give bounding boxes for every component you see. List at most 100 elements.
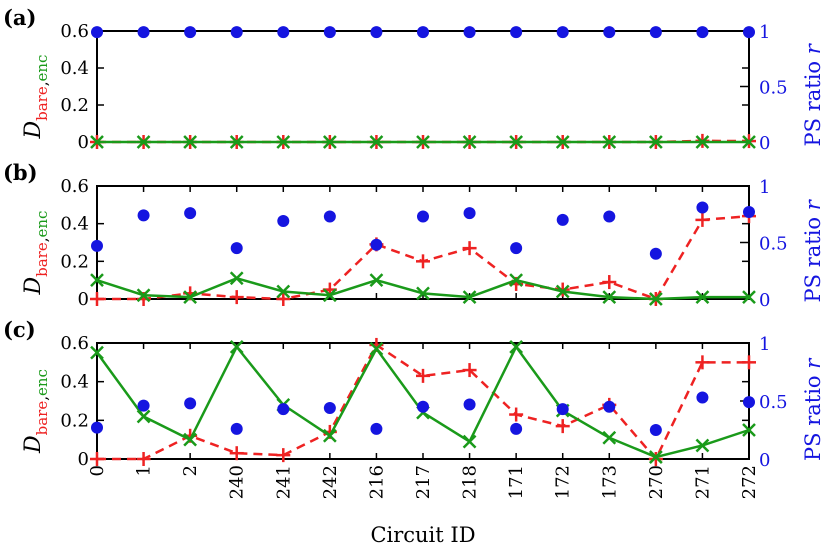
left-tick-label: 0.4	[60, 372, 89, 393]
point-stroke	[602, 430, 617, 445]
point-enc	[648, 450, 663, 464]
point-enc	[695, 290, 710, 305]
point-enc	[602, 430, 617, 445]
left-axis-label-sub-bare: bare	[33, 86, 51, 121]
point-enc	[136, 288, 151, 303]
point-enc	[462, 290, 477, 305]
x-tick-label: 242	[320, 465, 341, 499]
point-bare	[648, 452, 663, 466]
point-ps	[417, 210, 429, 223]
point-stroke	[136, 409, 151, 424]
left-axis-label: Dbare,enc	[21, 211, 51, 296]
point-enc	[462, 434, 477, 449]
point-stroke	[695, 135, 710, 149]
point-ps	[649, 26, 662, 39]
left-axis-label-sub-enc: enc	[33, 55, 51, 82]
point-ps	[463, 26, 476, 39]
point-enc	[90, 345, 104, 360]
right-tick-label: 1	[759, 22, 770, 43]
point-ps	[91, 421, 103, 434]
point-enc	[229, 135, 244, 149]
x-tick-label: 271	[692, 465, 713, 499]
point-bare	[416, 368, 430, 383]
left-tick-label: 0.6	[60, 176, 89, 197]
right-axis-label-text: PS ratio	[801, 369, 825, 461]
point-bare	[695, 212, 710, 227]
point-enc	[322, 288, 337, 303]
point-stroke	[183, 432, 198, 447]
point-bare	[462, 241, 477, 256]
point-enc	[509, 273, 524, 288]
point-ps	[603, 210, 616, 223]
series-ps	[91, 391, 755, 436]
point-stroke	[602, 135, 617, 149]
x-tick-label: 0	[87, 465, 108, 476]
point-stroke	[322, 428, 337, 443]
panels: 00.20.40.600.51(a)Dbare,enc PS ratio r00.…	[3, 5, 825, 471]
point-stroke	[183, 135, 198, 149]
point-enc	[229, 339, 244, 354]
point-stroke	[229, 135, 244, 149]
point-bare	[276, 448, 291, 463]
point-enc	[90, 135, 104, 149]
point-ps	[277, 403, 290, 416]
point-ps	[184, 207, 197, 220]
point-enc	[509, 135, 524, 149]
left-tick-label: 0.4	[60, 214, 89, 235]
point-enc	[322, 428, 337, 443]
right-tick-label: 0.5	[759, 234, 788, 255]
point-enc	[602, 290, 617, 305]
point-ps	[696, 26, 709, 39]
point-ps	[230, 26, 243, 39]
left-tick-label: 0	[78, 449, 89, 470]
point-stroke	[742, 423, 756, 437]
point-stroke	[276, 284, 291, 299]
x-tick-label: 216	[366, 465, 387, 499]
point-enc	[648, 292, 663, 306]
point-stroke	[276, 135, 291, 149]
point-ps	[323, 401, 336, 414]
right-axis-label: PS ratio r	[801, 357, 825, 461]
point-stroke	[416, 286, 430, 301]
point-ps	[137, 399, 150, 412]
point-ps	[370, 238, 383, 251]
x-tick-label: 218	[460, 465, 481, 499]
point-stroke	[322, 135, 337, 149]
right-axis-label-text: PS ratio	[801, 54, 825, 146]
point-stroke	[648, 292, 663, 306]
point-enc	[136, 135, 151, 149]
point-stroke	[695, 438, 710, 453]
point-stroke	[462, 290, 477, 305]
point-bare	[742, 355, 756, 370]
left-axis-label-sub-sep: ,	[33, 81, 51, 86]
panel-a: 0 0.2 0.4 0.6 0 0.5 1 (a) Dbare,enc PS ratio r	[3, 5, 825, 154]
point-ps	[743, 396, 755, 409]
point-ps	[323, 210, 336, 223]
point-enc	[742, 423, 756, 437]
left-axis-label-main: D	[21, 121, 46, 140]
point-enc	[369, 135, 384, 149]
point-ps	[370, 422, 383, 435]
point-bare	[90, 292, 104, 306]
right-axis-label-var: r	[801, 42, 825, 54]
point-stroke	[229, 339, 244, 354]
point-stroke	[695, 290, 710, 305]
point-stroke	[136, 288, 151, 303]
point-ps	[696, 201, 709, 214]
point-enc	[183, 135, 198, 149]
point-enc	[136, 409, 151, 424]
panel-label: (b)	[3, 160, 38, 185]
left-tick-label: 0.2	[60, 251, 89, 272]
point-enc	[369, 273, 384, 288]
point-ps	[463, 207, 476, 220]
point-bare	[555, 419, 570, 434]
point-stroke	[648, 135, 663, 149]
point-stroke	[416, 135, 430, 149]
point-enc	[276, 284, 291, 299]
point-bare	[90, 452, 104, 466]
point-ps	[556, 26, 569, 39]
point-ps	[649, 424, 662, 436]
x-tick-label: 240	[227, 465, 248, 499]
point-enc	[183, 432, 198, 447]
left-axis-label-sub-enc: enc	[33, 211, 51, 238]
